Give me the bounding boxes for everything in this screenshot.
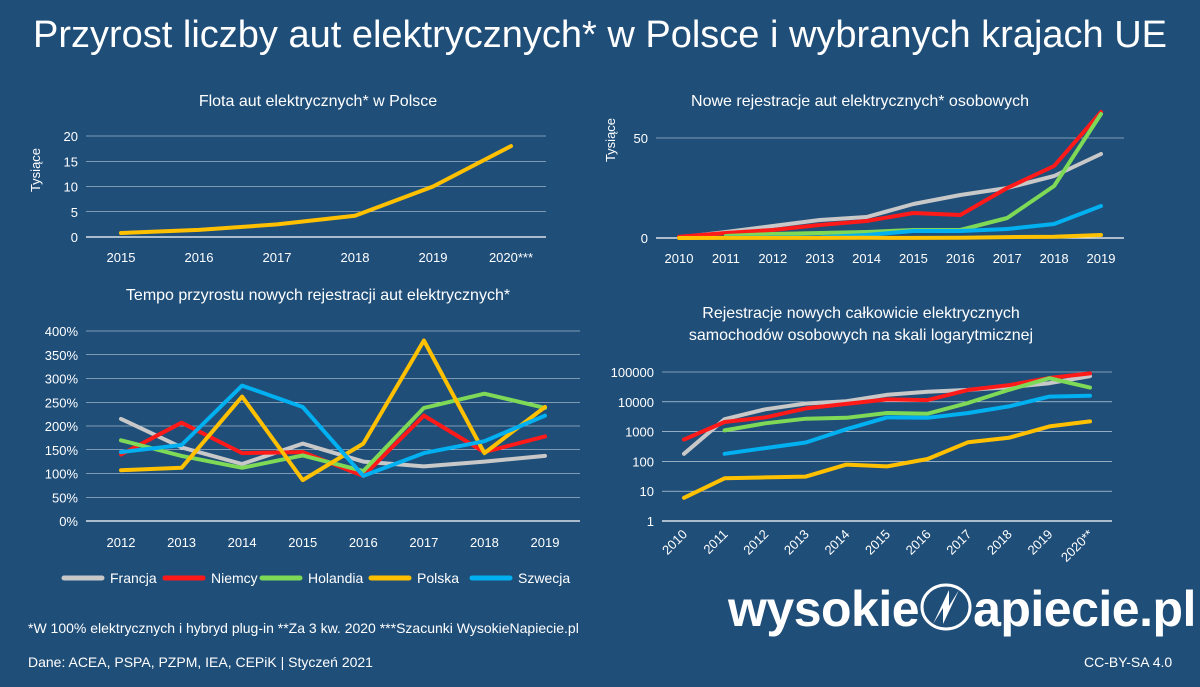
y-tick-label: 0 — [641, 231, 648, 246]
y-tick-label: 200% — [45, 419, 79, 434]
x-tick-label: 2011 — [712, 251, 740, 266]
y-tick-label: 50 — [634, 131, 648, 146]
x-tick-label: 2015 — [899, 251, 928, 266]
series-line-logscale-polska — [682, 419, 1092, 500]
logo-text-part2: apiecie.pl — [973, 581, 1196, 637]
x-tick-label: 2016 — [946, 251, 975, 266]
x-tick-label: 2013 — [805, 251, 834, 266]
x-tick-label: 2017 — [409, 535, 438, 550]
series-line-growth-francja — [119, 416, 547, 469]
x-tick-label: 2018 — [470, 535, 499, 550]
y-axis-label-registrations: Tysiące — [603, 118, 618, 162]
y-tick-label: 100000 — [611, 365, 654, 380]
y-tick-label: 300% — [45, 372, 79, 387]
chart-title-logscale: samochodów osobowych na skali logarytmic… — [689, 327, 1033, 344]
series-line-growth-holandia — [119, 391, 547, 474]
series-line-growth-polska — [119, 338, 547, 483]
x-tick-label: 2013 — [781, 527, 812, 558]
x-tick-label: 2013 — [167, 535, 196, 550]
x-tick-label: 2016 — [903, 527, 934, 558]
y-tick-label: 1000 — [625, 425, 654, 440]
main-title: Przyrost liczby aut elektrycznych* w Pol… — [32, 14, 1168, 56]
series-line-registrations-niemcy — [677, 110, 1103, 239]
x-tick-label: 2010 — [659, 527, 690, 558]
logo: wysokie apiecie.pl — [728, 580, 1196, 640]
legend-label-niemcy: Niemcy — [211, 570, 258, 586]
x-tick-label: 2017 — [993, 251, 1022, 266]
x-tick-label: 2019 — [419, 250, 448, 265]
legend-label-holandia: Holandia — [308, 570, 363, 586]
x-tick-label: 2018 — [984, 527, 1015, 558]
x-tick-label: 2015 — [288, 535, 317, 550]
x-tick-label: 2014 — [821, 527, 852, 558]
y-tick-label: 100 — [632, 454, 654, 469]
x-tick-label: 2019 — [1087, 251, 1116, 266]
series-line-logscale-niemcy — [682, 371, 1092, 442]
x-tick-label: 2017 — [263, 250, 292, 265]
x-tick-label: 2018 — [1040, 251, 1069, 266]
legend-label-szwecja: Szwecja — [518, 570, 570, 586]
chart-title-registrations: Nowe rejestracje aut elektrycznych* osob… — [691, 93, 1029, 110]
y-tick-label: 400% — [45, 324, 79, 339]
x-tick-label: 2012 — [107, 535, 136, 550]
y-tick-label: 5 — [71, 205, 78, 220]
y-tick-label: 10 — [640, 484, 654, 499]
x-tick-label: 2019 — [1024, 527, 1055, 558]
lightning-bolt-icon — [920, 583, 972, 631]
x-tick-label: 2020*** — [489, 250, 533, 265]
source-note: Dane: ACEA, PSPA, PZPM, IEA, CEPiK | Sty… — [28, 654, 373, 670]
series-line-registrations-holandia — [723, 112, 1103, 238]
x-tick-label: 2018 — [341, 250, 370, 265]
y-tick-label: 1 — [647, 514, 654, 529]
series-line-registrations-polska — [677, 233, 1103, 240]
x-tick-label: 2012 — [740, 527, 771, 558]
logo-text-part1: wysokie — [728, 581, 920, 637]
x-tick-label: 2014 — [228, 535, 257, 550]
series-line-registrations-francja — [677, 152, 1103, 240]
y-tick-label: 15 — [64, 154, 78, 169]
series-line-growth-szwecja — [119, 383, 547, 478]
legend-label-polska: Polska — [417, 570, 459, 586]
y-tick-label: 50% — [52, 490, 78, 505]
license-label: CC-BY-SA 4.0 — [1084, 654, 1173, 670]
series-line-fleet-polska — [119, 144, 513, 235]
y-tick-label: 10000 — [618, 395, 654, 410]
x-tick-label: 2014 — [852, 251, 881, 266]
x-tick-label: 2012 — [758, 251, 787, 266]
y-tick-label: 10 — [64, 180, 78, 195]
y-tick-label: 0% — [59, 514, 78, 529]
x-tick-label: 2019 — [531, 535, 560, 550]
x-tick-label: 2017 — [943, 527, 974, 558]
y-tick-label: 100% — [45, 467, 79, 482]
legend-label-francja: Francja — [110, 570, 157, 586]
chart-title-fleet: Flota aut elektrycznych* w Polsce — [199, 93, 437, 110]
y-tick-label: 350% — [45, 348, 79, 363]
y-axis-label-fleet: Tysiące — [28, 148, 43, 192]
x-tick-label: 2015 — [862, 527, 893, 558]
x-tick-label: 2011 — [700, 527, 730, 557]
x-tick-label: 2015 — [107, 250, 136, 265]
y-tick-label: 0 — [71, 230, 78, 245]
y-tick-label: 20 — [64, 129, 78, 144]
x-tick-label: 2016 — [349, 535, 378, 550]
y-tick-label: 150% — [45, 443, 79, 458]
x-tick-label: 2016 — [185, 250, 214, 265]
chart-title-logscale: Rejestracje nowych całkowicie elektryczn… — [702, 305, 1019, 322]
series-line-logscale-szwecja — [722, 393, 1092, 456]
footnote: *W 100% elektrycznych i hybryd plug-in *… — [28, 620, 579, 636]
series-line-logscale-holandia — [722, 376, 1092, 433]
chart-title-growth: Tempo przyrostu nowych rejestracji aut e… — [126, 287, 510, 304]
x-tick-label: 2010 — [665, 251, 694, 266]
x-tick-label: 2020** — [1058, 527, 1096, 565]
y-tick-label: 250% — [45, 395, 79, 410]
